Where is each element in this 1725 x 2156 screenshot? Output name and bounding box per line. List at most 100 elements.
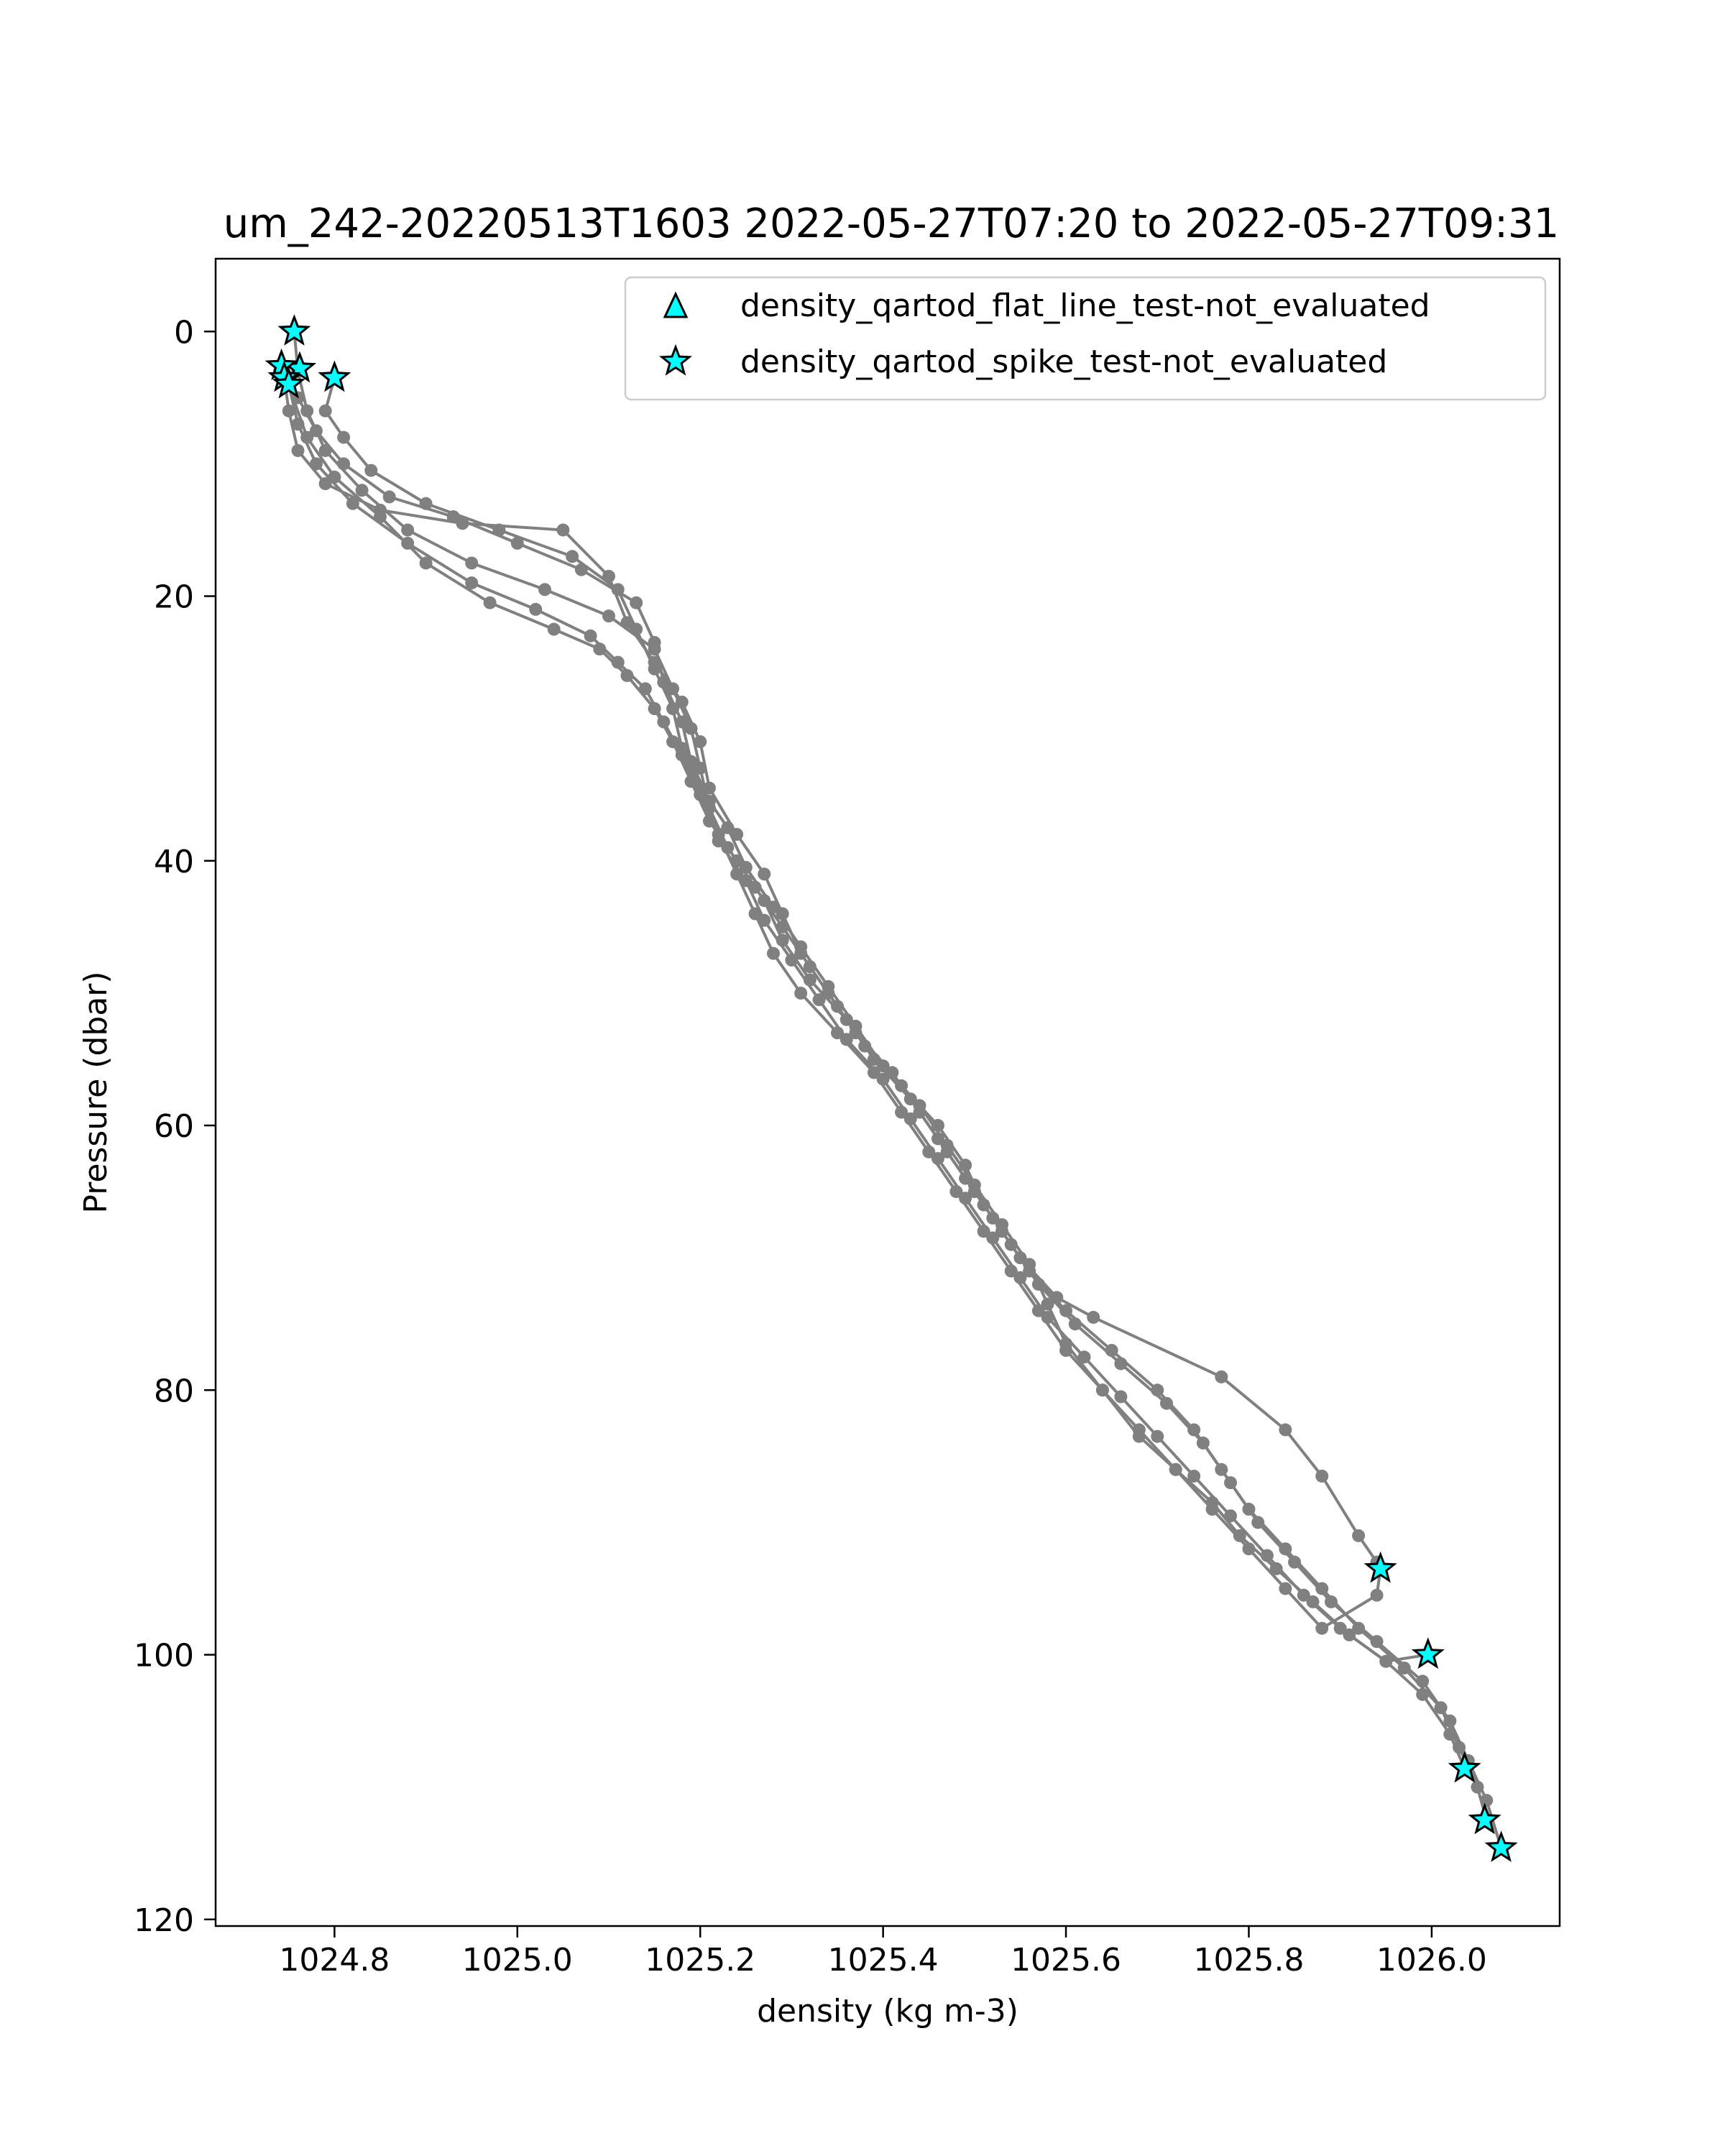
data-point [977,1225,990,1238]
data-point [1215,1462,1228,1476]
data-point [300,430,314,444]
data-point [1004,1264,1018,1278]
legend-label-spike: density_qartod_spike_test-not_evaluated [740,344,1387,380]
data-point [730,867,744,881]
data-point [1187,1469,1201,1483]
data-point [1095,1383,1109,1397]
data-point [337,430,351,444]
data-point [1416,1687,1430,1701]
data-point [822,980,835,993]
data-point [840,1013,853,1026]
data-point [794,986,808,1000]
data-point [831,1026,845,1040]
data-point [1251,1516,1265,1529]
data-point [1315,1582,1329,1595]
y-tick-label: 0 [174,314,194,351]
data-point [1279,1542,1292,1556]
x-tick-label: 1024.8 [279,1942,390,1978]
spike-flag-star [1363,1551,1397,1583]
data-point [465,556,479,570]
data-point [702,814,716,828]
data-point [931,1132,944,1146]
x-tick-label: 1025.6 [1011,1942,1121,1978]
data-point [776,934,789,947]
data-point [419,556,433,570]
data-point [867,1052,880,1066]
data-point [758,894,771,908]
data-point [602,609,616,623]
data-point [364,464,378,477]
data-point [730,854,744,867]
data-point [867,1066,880,1079]
data-point [309,424,323,438]
data-point [1151,1429,1164,1443]
y-tick-label: 60 [154,1108,194,1145]
data-point [1077,1350,1091,1364]
data-point [282,404,295,418]
data-point [465,576,479,590]
data-point [1205,1503,1219,1516]
data-point [949,1185,963,1199]
data-point [1050,1291,1064,1304]
spike-flag-star [318,360,351,392]
data-point [922,1145,936,1158]
data-point [630,622,643,636]
data-point [1151,1383,1164,1397]
y-tick-label: 120 [134,1902,194,1939]
data-point [1288,1555,1302,1569]
data-point [1471,1780,1484,1794]
data-point [1013,1251,1027,1265]
spike-flag-star [1411,1637,1445,1669]
data-point [1059,1344,1073,1358]
data-point [766,946,780,960]
data-point [1279,1423,1292,1437]
data-point [1059,1304,1073,1317]
data-point [1041,1297,1054,1311]
y-axis-label: Pressure (dbar) [78,971,114,1213]
data-point [684,775,698,788]
data-point [355,484,369,497]
legend-box [624,276,1547,401]
flag-layer [264,314,1518,1862]
x-tick-label: 1025.8 [1193,1942,1304,1978]
data-point [1352,1529,1366,1542]
data-point [803,973,816,987]
data-point [337,457,351,471]
spike-flag-star [1468,1802,1501,1835]
data-point [666,735,680,749]
data-point [721,821,735,834]
data-point [1343,1628,1356,1641]
legend: density_qartod_flat_line_test-not_evalua… [624,276,1547,401]
x-tick-label: 1025.2 [645,1942,755,1978]
data-point [630,596,643,609]
data-point [419,497,433,510]
data-point [1397,1661,1411,1674]
data-point [346,497,359,510]
data-point [328,470,341,484]
data-point [1114,1390,1128,1404]
data-point [876,1059,890,1073]
data-point [483,596,497,609]
data-point [318,404,332,418]
data-point [1215,1370,1228,1383]
data-point [903,1092,917,1106]
data-point [648,702,661,716]
data-point [840,1033,853,1046]
data-point [1132,1423,1146,1437]
data-point [492,523,506,537]
data-point [1315,1469,1329,1483]
data-point [382,490,396,504]
series-line [287,384,1382,1630]
spike-flag-star [1448,1751,1481,1783]
data-point [309,457,323,471]
data-point [1233,1529,1246,1542]
x-tick-label: 1026.0 [1376,1942,1487,1978]
data-point [1087,1311,1100,1325]
y-tick-label: 100 [134,1638,194,1674]
spike-flag-star [1484,1830,1518,1862]
x-tick-label: 1025.4 [828,1942,939,1978]
data-point [675,695,689,709]
data-point [1269,1562,1283,1575]
data-point [529,602,543,616]
